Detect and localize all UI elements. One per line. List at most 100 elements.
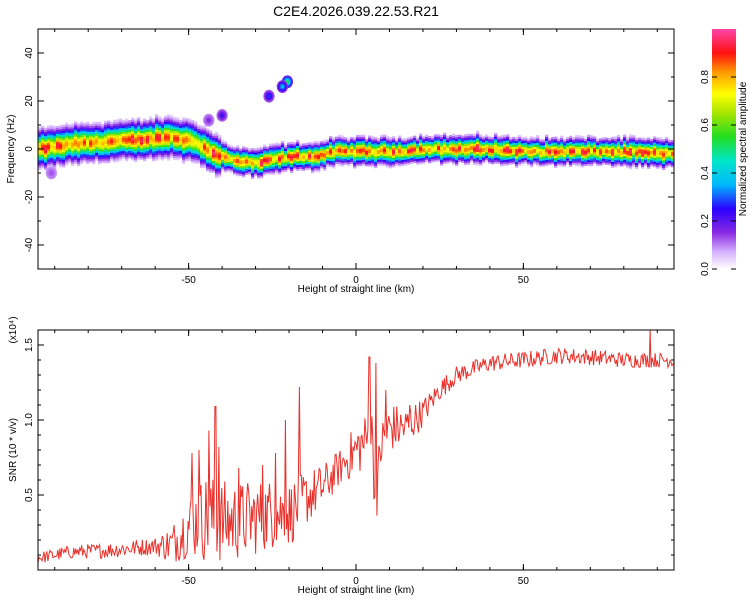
heatmap-cell — [656, 149, 660, 152]
heatmap-cell — [647, 160, 651, 163]
heatmap-cell — [155, 135, 159, 138]
heatmap-cell — [317, 168, 321, 171]
heatmap-cell — [572, 137, 576, 140]
heatmap-cell — [443, 140, 447, 143]
heatmap-cell — [605, 147, 609, 150]
heatmap-cell — [323, 143, 327, 146]
heatmap-cell — [221, 166, 225, 170]
heatmap-cell — [506, 136, 510, 139]
heatmap-cell — [497, 157, 501, 160]
heatmap-cell — [329, 141, 333, 144]
heatmap-cell — [470, 153, 474, 156]
heatmap-cell — [119, 156, 123, 159]
heatmap-cell — [182, 146, 186, 149]
heatmap-cell — [422, 161, 426, 164]
heatmap-cell — [167, 146, 171, 150]
heatmap-cell — [368, 154, 372, 158]
heatmap-cell — [179, 121, 183, 125]
heatmap-cell — [50, 125, 54, 128]
heatmap-cell — [38, 165, 42, 168]
heatmap-cell — [638, 137, 642, 140]
heatmap-cell — [128, 129, 132, 132]
heatmap-cell — [62, 159, 66, 162]
heatmap-cell — [128, 144, 132, 148]
heatmap-cell — [641, 152, 645, 156]
heatmap-cell — [212, 145, 216, 148]
heatmap-cell — [203, 154, 207, 157]
heatmap-cell — [308, 148, 312, 151]
heatmap-cell — [389, 152, 393, 155]
heatmap-cell — [221, 168, 225, 172]
x-tick-label: 50 — [518, 576, 530, 587]
heatmap-cell — [116, 125, 120, 128]
heatmap-cell — [53, 128, 57, 131]
heatmap-cell — [173, 122, 177, 126]
heatmap-cell — [551, 142, 555, 146]
heatmap-cell — [227, 159, 231, 163]
heatmap-cell — [554, 140, 558, 143]
heatmap-cell — [242, 148, 246, 151]
heatmap-cell — [386, 140, 390, 143]
heatmap-cell — [251, 151, 255, 155]
heatmap-cell — [119, 148, 123, 152]
heatmap-cell — [149, 147, 153, 150]
heatmap-cell — [86, 123, 90, 126]
heatmap-cell — [167, 142, 171, 146]
heatmap-cell — [80, 157, 84, 161]
heatmap-cell — [248, 153, 252, 157]
heatmap-cell — [389, 154, 393, 157]
heatmap-cell — [254, 158, 258, 161]
heatmap-cell — [659, 146, 663, 150]
heatmap-cell — [101, 127, 105, 131]
heatmap-cell — [527, 149, 531, 153]
heatmap-cell — [530, 161, 534, 164]
heatmap-cell — [527, 153, 531, 156]
heatmap-cell — [308, 151, 312, 155]
heatmap-cell — [50, 165, 54, 168]
heatmap-cell — [191, 137, 195, 140]
heatmap-cell — [665, 138, 669, 142]
heatmap-cell — [158, 141, 162, 144]
heatmap-cell — [173, 146, 177, 149]
heatmap-cell — [98, 148, 102, 151]
heatmap-cell — [44, 150, 48, 154]
heatmap-cell — [161, 156, 165, 159]
heatmap-cell — [503, 161, 507, 164]
heatmap-cell — [191, 122, 195, 125]
heatmap-cell — [74, 138, 78, 141]
heatmap-cell — [362, 142, 366, 145]
heatmap-cell — [173, 119, 177, 122]
heatmap-cell — [173, 126, 177, 130]
heatmap-cell — [290, 168, 294, 171]
heatmap-cell — [653, 147, 657, 151]
heatmap-cell — [98, 133, 102, 136]
heatmap-cell — [182, 134, 186, 137]
heatmap-cell — [62, 142, 66, 145]
heatmap-cell — [41, 160, 45, 163]
heatmap-cell — [356, 162, 360, 165]
heatmap-cell — [494, 159, 498, 163]
heatmap-cell — [431, 160, 435, 163]
heatmap-cell — [584, 152, 588, 155]
heatmap-cell — [347, 138, 351, 141]
heatmap-cell — [542, 162, 546, 165]
heatmap-cell — [371, 139, 375, 143]
heatmap-cell — [107, 128, 111, 131]
heatmap-cell — [476, 141, 480, 145]
heatmap-cell — [221, 157, 225, 160]
heatmap-cell — [587, 157, 591, 161]
heatmap-cell — [104, 122, 108, 126]
heatmap-cell — [221, 153, 225, 156]
heatmap-cell — [335, 146, 339, 149]
heatmap-cell — [428, 151, 432, 154]
heatmap-cell — [188, 149, 192, 152]
heatmap-cell — [545, 146, 549, 149]
heatmap-cell — [383, 159, 387, 162]
heatmap-cell — [647, 147, 651, 150]
heatmap-cell — [251, 157, 255, 160]
heatmap-cell — [590, 135, 594, 138]
heatmap-cell — [290, 170, 294, 173]
heatmap-cell — [86, 133, 90, 136]
heatmap-cell — [389, 137, 393, 140]
heatmap-cell — [671, 143, 674, 147]
